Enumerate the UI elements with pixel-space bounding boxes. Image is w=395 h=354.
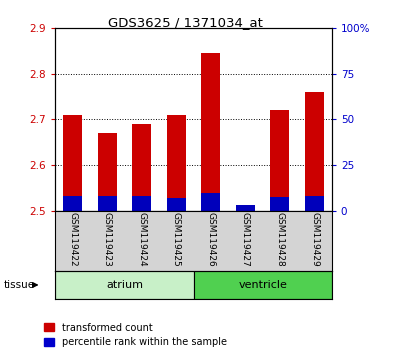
Bar <box>55 271 194 299</box>
Bar <box>194 271 332 299</box>
Bar <box>98 133 117 211</box>
Text: GSM119428: GSM119428 <box>275 212 284 267</box>
Text: GSM119422: GSM119422 <box>68 212 77 267</box>
Bar <box>132 196 151 211</box>
Bar <box>63 115 82 211</box>
Bar <box>271 197 290 211</box>
Text: tissue: tissue <box>4 280 35 290</box>
Bar <box>98 196 117 211</box>
Bar <box>167 198 186 211</box>
Bar <box>167 115 186 211</box>
Bar <box>201 193 220 211</box>
Text: ventricle: ventricle <box>238 280 287 290</box>
Text: atrium: atrium <box>106 280 143 290</box>
Text: GDS3625 / 1371034_at: GDS3625 / 1371034_at <box>108 16 263 29</box>
Bar <box>305 196 324 211</box>
Text: GSM119426: GSM119426 <box>206 212 215 267</box>
Text: GSM119425: GSM119425 <box>172 212 181 267</box>
Text: GSM119429: GSM119429 <box>310 212 319 267</box>
Bar <box>63 196 82 211</box>
Legend: transformed count, percentile rank within the sample: transformed count, percentile rank withi… <box>44 322 227 347</box>
Bar <box>236 205 255 211</box>
Text: GSM119427: GSM119427 <box>241 212 250 267</box>
Bar <box>271 110 290 211</box>
Bar <box>201 53 220 211</box>
Bar <box>132 124 151 211</box>
Text: GSM119424: GSM119424 <box>137 212 146 267</box>
Text: GSM119423: GSM119423 <box>103 212 112 267</box>
Bar <box>305 92 324 211</box>
